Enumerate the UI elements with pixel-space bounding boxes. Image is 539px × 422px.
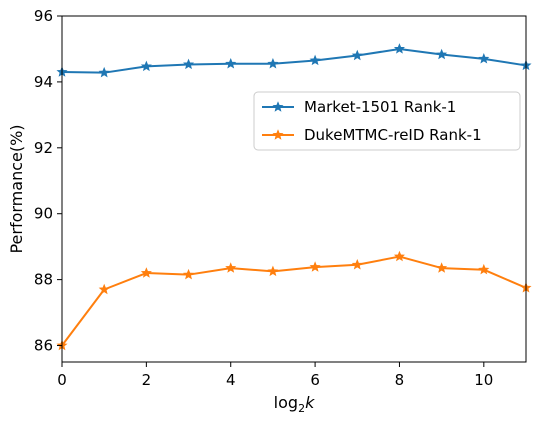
y-tick-label: 90 [34,205,53,223]
legend-marker-star [272,129,284,140]
data-point-star [98,66,110,78]
data-point-star [478,263,490,275]
data-point-star [351,258,363,270]
data-point-star [98,283,110,295]
data-point-star [478,53,490,64]
x-axis-label-subscript: 2 [298,402,305,415]
data-point-star [351,49,363,61]
data-point-star [309,261,321,272]
y-axis-label: Performance(%) [7,124,26,253]
data-point-star [225,57,237,69]
x-tick-label: 10 [474,371,493,389]
legend-label: DukeMTMC-reID Rank-1 [304,126,482,144]
series-2 [56,250,532,351]
data-point-star [140,60,152,72]
x-tick-label: 6 [310,371,320,389]
x-tick-label: 4 [226,371,236,389]
series-line [61,47,527,74]
data-point-star [309,54,321,66]
y-tick-label: 88 [34,271,53,289]
y-tick-label: 92 [34,139,53,157]
data-point-star [393,43,405,54]
data-point-star [183,58,195,70]
data-point-star [393,250,405,262]
y-tick-label: 86 [34,337,53,355]
series-1 [56,43,532,78]
x-axis-label: log2k [274,393,315,415]
data-point-star [267,265,279,277]
data-point-star [140,267,152,278]
series-layer [56,43,532,351]
axes-layer: 0 2 4 6 8 10 86 88 90 92 94 96 [34,7,527,389]
x-axis-label-variable: k [305,393,315,412]
data-point-star [183,268,195,280]
data-point-star [436,262,448,273]
x-tick-label: 0 [57,371,67,389]
y-tick-label: 94 [34,73,53,91]
y-tick-label: 96 [34,7,53,25]
legend-marker-star [272,101,284,112]
data-point-star [225,262,237,273]
x-axis-label-base: log [274,393,298,412]
data-point-star [267,57,279,69]
legend-entries: Market-1501 Rank-1 DukeMTMC-reID Rank-1 [262,98,482,144]
x-tick-label: 2 [142,371,152,389]
data-point-star [436,48,448,60]
x-tick-label: 8 [395,371,405,389]
legend-box [253,91,521,151]
legend-label: Market-1501 Rank-1 [304,98,456,116]
legend: Market-1501 Rank-1 DukeMTMC-reID Rank-1 [253,91,521,151]
plot-frame [61,15,527,363]
series-line [61,255,527,347]
